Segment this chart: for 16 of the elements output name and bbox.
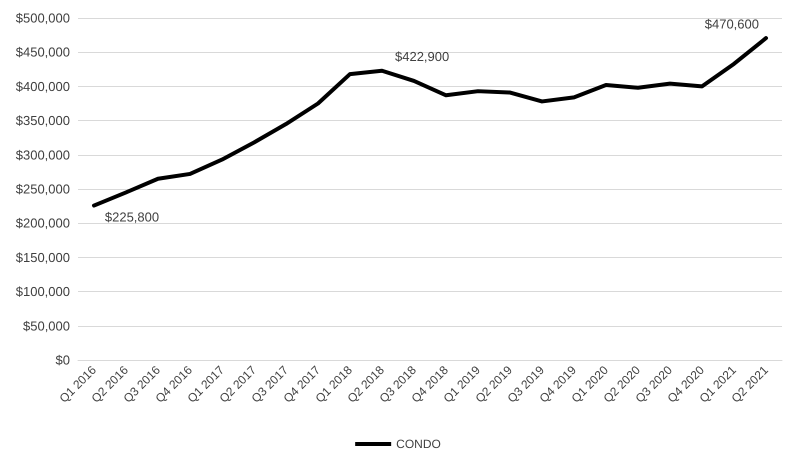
y-tick-label: $400,000: [16, 78, 70, 94]
y-tick-label: $0: [56, 352, 70, 368]
data-label: $470,600: [704, 16, 759, 32]
y-tick-label: $50,000: [23, 318, 70, 334]
y-tick-label: $450,000: [16, 44, 70, 60]
y-tick-label: $200,000: [16, 216, 70, 231]
y-tick-label: $350,000: [16, 113, 70, 128]
data-label: $422,900: [395, 49, 450, 64]
y-tick-label: $150,000: [16, 250, 70, 265]
line-series: [92, 36, 768, 208]
y-tick-label: $300,000: [16, 147, 70, 162]
legend-label: CONDO: [396, 437, 441, 451]
y-tick-label: $500,000: [16, 10, 70, 26]
data-label: $225,800: [104, 210, 160, 225]
y-tick-label: $100,000: [16, 284, 70, 300]
y-tick-label: $250,000: [16, 182, 70, 196]
